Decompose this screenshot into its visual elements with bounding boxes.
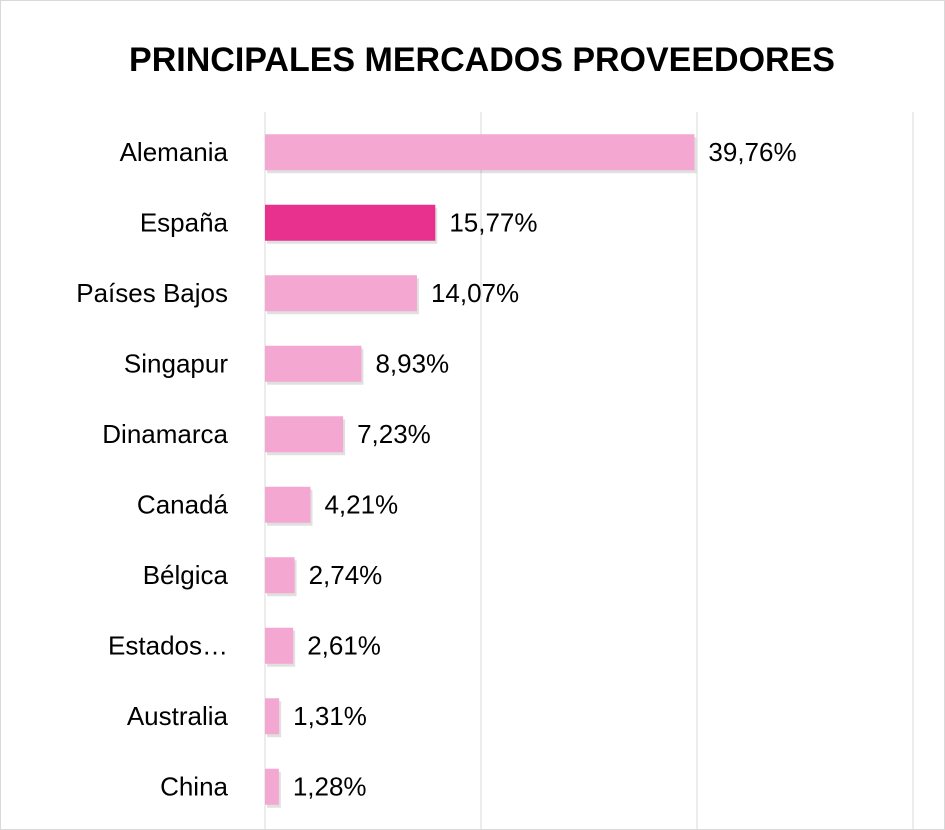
value-label: 4,21%	[324, 490, 398, 520]
value-label: 8,93%	[375, 349, 449, 379]
bar	[265, 204, 436, 241]
value-label: 2,74%	[309, 560, 383, 590]
chart-title: PRINCIPALES MERCADOS PROVEEDORES	[129, 41, 835, 79]
bar	[265, 275, 417, 312]
bar	[265, 134, 695, 171]
bar	[265, 416, 344, 453]
bar	[265, 698, 280, 735]
y-tick-label: Alemania	[120, 137, 229, 167]
value-label: 14,07%	[431, 278, 519, 308]
bar	[265, 768, 279, 805]
value-label: 2,61%	[307, 631, 381, 661]
bar	[265, 345, 362, 382]
bar	[265, 486, 311, 523]
y-tick-label: Singapur	[124, 349, 228, 379]
y-tick-label: Países Bajos	[76, 278, 228, 308]
value-label: 1,28%	[293, 772, 367, 802]
value-label: 1,31%	[293, 701, 367, 731]
y-tick-label: China	[160, 772, 228, 802]
value-label: 15,77%	[449, 208, 537, 238]
y-tick-label: Estados…	[108, 631, 228, 661]
y-tick-label: España	[140, 208, 229, 238]
bar	[265, 627, 294, 664]
y-tick-label: Dinamarca	[102, 419, 228, 449]
bar	[265, 557, 295, 594]
value-label: 7,23%	[357, 419, 431, 449]
y-tick-label: Canadá	[137, 490, 229, 520]
value-label: 39,76%	[708, 137, 796, 167]
y-tick-label: Australia	[127, 701, 229, 731]
y-tick-label: Bélgica	[143, 560, 229, 590]
